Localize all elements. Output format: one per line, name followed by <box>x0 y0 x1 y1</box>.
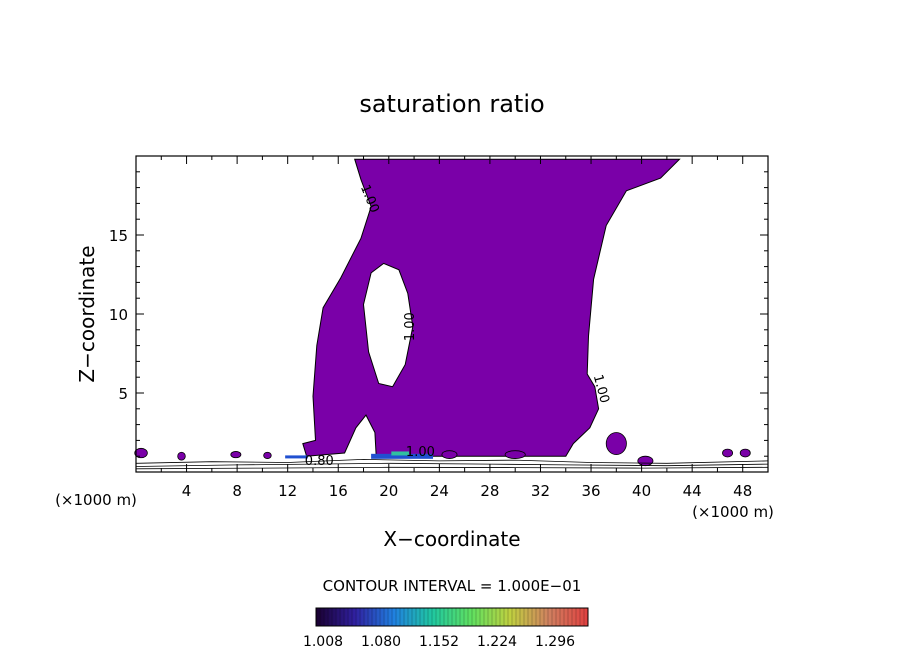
x-unit-left: (×1000 m) <box>55 491 137 509</box>
x-tick-label: 48 <box>733 482 752 500</box>
x-tick-label: 44 <box>683 482 702 500</box>
contour-label: 1.00 <box>403 312 418 341</box>
contour-label: 1.00 <box>590 373 612 405</box>
x-unit-right: (×1000 m) <box>692 503 774 521</box>
saturated-cell <box>230 451 242 459</box>
saturated-cell <box>605 432 627 456</box>
saturated-cell <box>637 455 654 467</box>
x-axis-ticks: 4 8 12 16 20 24 28 32 36 40 44 48 <box>160 156 752 500</box>
saturated-cell <box>134 447 148 459</box>
high-value-strip <box>285 455 308 459</box>
peak-value-strip <box>391 451 410 456</box>
colorbar-tick-labels: 1.008 1.080 1.152 1.224 1.296 <box>303 634 575 650</box>
colorbar-stripes <box>319 608 585 626</box>
x-tick-label: 8 <box>232 482 242 500</box>
saturated-cell <box>739 448 751 458</box>
contour-label: 1.00 <box>406 445 435 460</box>
ground-contour-line <box>135 462 769 467</box>
y-tick-label: 5 <box>118 385 128 403</box>
saturated-cell <box>263 451 272 459</box>
y-axis-ticks: 5 10 15 <box>109 171 768 457</box>
plot-area: 1.001.001.000.801.00 <box>134 158 769 470</box>
x-tick-label: 32 <box>531 482 550 500</box>
x-tick-label: 12 <box>278 482 297 500</box>
x-tick-label: 36 <box>581 482 600 500</box>
chart-title: saturation ratio <box>359 90 544 118</box>
y-axis-label: Z−coordinate <box>75 245 99 382</box>
colorbar-tick-label: 1.224 <box>477 634 517 650</box>
ground-contour-line <box>135 458 769 464</box>
saturated-cell <box>504 450 526 459</box>
saturated-cell <box>722 448 734 458</box>
contour-label: 0.80 <box>305 454 334 469</box>
saturated-cell <box>441 450 458 459</box>
saturated-cell <box>177 451 186 461</box>
x-tick-label: 24 <box>430 482 449 500</box>
ground-contour-line <box>135 466 769 470</box>
contour-interval-text: CONTOUR INTERVAL = 1.000E−01 <box>323 577 582 595</box>
high-value-strip <box>371 453 434 459</box>
x-tick-label: 28 <box>480 482 499 500</box>
colorbar-tick-label: 1.008 <box>303 634 343 650</box>
x-axis-label: X−coordinate <box>383 527 520 551</box>
colorbar-tick-label: 1.152 <box>419 634 459 650</box>
x-tick-label: 40 <box>632 482 651 500</box>
y-tick-label: 15 <box>109 227 128 245</box>
saturated-region <box>302 158 681 457</box>
colorbar <box>315 607 589 627</box>
x-tick-label: 4 <box>182 482 192 500</box>
colorbar-tick-label: 1.080 <box>361 634 401 650</box>
y-tick-label: 10 <box>109 306 128 324</box>
colorbar-tick-label: 1.296 <box>535 634 575 650</box>
x-tick-label: 20 <box>379 482 398 500</box>
x-tick-label: 16 <box>329 482 348 500</box>
